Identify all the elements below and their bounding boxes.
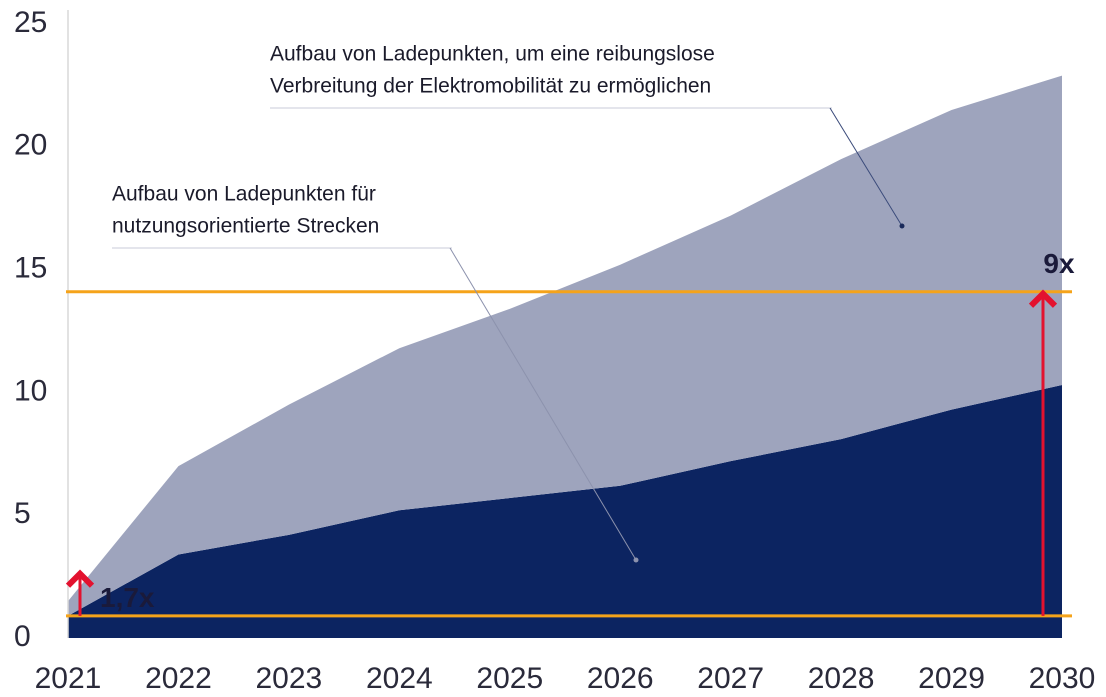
annotation: Verbreitung der Elektromobilität zu ermö… bbox=[270, 75, 711, 98]
annotation: nutzungsorientierte Strecken bbox=[112, 215, 379, 238]
arrow-label: 1,7x bbox=[100, 582, 155, 613]
y-tick-label: 15 bbox=[14, 252, 47, 285]
x-tick-label: 2027 bbox=[697, 662, 764, 695]
x-tick-label: 2021 bbox=[35, 662, 102, 695]
leader bbox=[829, 107, 903, 227]
x-tick-label: 2029 bbox=[918, 662, 985, 695]
y-tick-label: 0 bbox=[14, 620, 31, 653]
x-tick-label: 2024 bbox=[366, 662, 433, 695]
leader bbox=[449, 247, 637, 561]
x-tick-label: 2025 bbox=[476, 662, 543, 695]
leader-dot bbox=[633, 557, 639, 563]
arrow-label: 9x bbox=[1043, 248, 1075, 279]
x-tick-label: 2026 bbox=[587, 662, 654, 695]
y-tick-label: 10 bbox=[14, 374, 47, 407]
x-tick-label: 2023 bbox=[256, 662, 323, 695]
annotation: Aufbau von Ladepunkten, um eine reibungs… bbox=[270, 43, 715, 66]
x-tick-label: 2028 bbox=[808, 662, 875, 695]
y-tick-label: 25 bbox=[14, 6, 47, 39]
area bbox=[68, 75, 1062, 616]
leader-dot bbox=[899, 223, 905, 229]
y-tick-label: 20 bbox=[14, 129, 47, 162]
x-tick-label: 2030 bbox=[1029, 662, 1096, 695]
annotation: Aufbau von Ladepunkten für bbox=[112, 183, 376, 206]
y-tick-label: 5 bbox=[14, 497, 31, 530]
x-tick-label: 2022 bbox=[145, 662, 212, 695]
area bbox=[68, 385, 1062, 638]
